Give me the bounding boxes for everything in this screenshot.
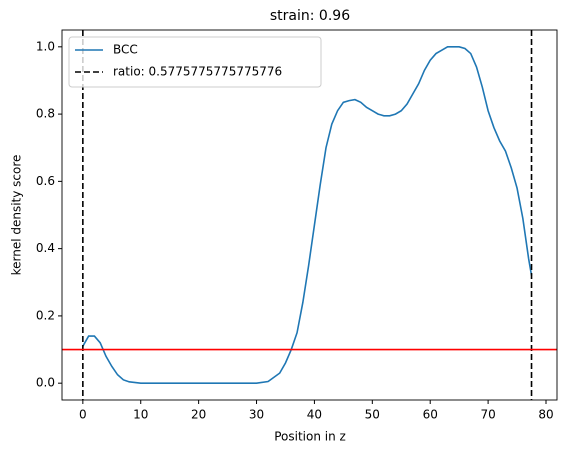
x-tick-label: 50 [365,408,380,422]
x-tick-label: 0 [79,408,87,422]
y-tick-label: 0.8 [36,107,55,121]
y-tick-label: 0.4 [36,241,55,255]
chart-title: strain: 0.96 [270,8,350,24]
x-axis-label: Position in z [274,430,346,444]
x-tick-label: 20 [191,408,206,422]
y-tick-label: 0.6 [36,174,55,188]
y-tick-label: 1.0 [36,39,55,53]
x-tick-label: 30 [249,408,264,422]
data-line [82,46,533,384]
y-axis-label: kernel density score [10,155,24,276]
plot-frame [61,29,558,401]
y-tick-label: 0.0 [36,376,55,390]
legend-label: ratio: 0.5775775775775776 [113,65,282,79]
x-tick-label: 40 [307,408,322,422]
x-tick-label: 60 [423,408,438,422]
legend-box [68,36,322,88]
x-tick-label: 70 [480,408,495,422]
x-tick-label: 80 [538,408,553,422]
legend-label: BCC [113,43,138,57]
x-tick-label: 10 [133,408,148,422]
y-tick-label: 0.2 [36,308,55,322]
